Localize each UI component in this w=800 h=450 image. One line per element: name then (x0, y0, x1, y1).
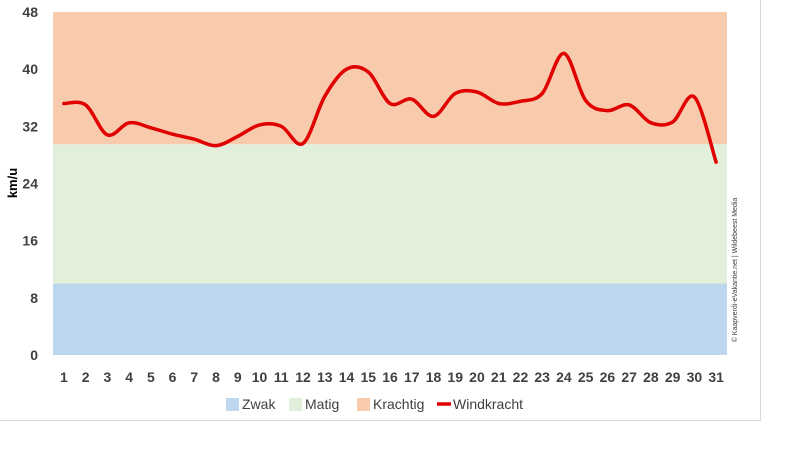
x-tick-label: 19 (447, 369, 463, 385)
data-point (214, 144, 218, 148)
data-point (692, 95, 696, 99)
data-point (540, 91, 544, 96)
legend-item-zwak: Zwak (226, 396, 276, 412)
data-point (344, 67, 349, 71)
x-tick-label: 23 (534, 369, 550, 385)
data-point (279, 124, 283, 128)
x-tick-label: 20 (469, 369, 485, 385)
legend: Zwak Matig Krachtig Windkracht (226, 396, 523, 412)
legend-swatch (289, 398, 302, 411)
data-point (236, 134, 240, 138)
y-tick-label: 8 (30, 290, 38, 306)
legend-item-krachtig: Krachtig (357, 396, 424, 412)
x-tick-label: 4 (125, 369, 133, 385)
x-tick-label: 9 (234, 369, 242, 385)
x-tick-label: 26 (600, 369, 616, 385)
data-point (605, 109, 610, 113)
data-point (431, 114, 436, 118)
y-axis-label: km/u (5, 168, 20, 198)
y-tick-label: 24 (22, 176, 38, 192)
data-point (453, 91, 457, 96)
x-tick-label: 8 (212, 369, 220, 385)
data-point (671, 120, 675, 124)
x-tick-label: 29 (665, 369, 681, 385)
data-point (649, 121, 653, 125)
chart-container: 0 8 16 24 32 40 48 1 2 3 4 5 6 7 8 9 10 11 12 13 14 15 16 17 18… (0, 0, 761, 421)
credit-text: © Kaapverdi-eVakantie.net | Wildebeest M… (731, 198, 739, 343)
x-tick-label: 31 (708, 369, 724, 385)
x-tick-label: 16 (382, 369, 398, 385)
x-tick-label: 5 (147, 369, 155, 385)
x-tick-label: 21 (491, 369, 507, 385)
data-point (627, 103, 631, 107)
x-tick-label: 22 (513, 369, 529, 385)
data-point (192, 137, 196, 141)
x-tick-label: 28 (643, 369, 659, 385)
series-layer (62, 51, 718, 164)
y-tick-label: 0 (30, 347, 38, 363)
band-zwak (53, 283, 727, 355)
x-tick-label: 30 (687, 369, 703, 385)
data-point (149, 126, 153, 130)
x-tick-label: 18 (426, 369, 442, 385)
data-point (714, 160, 718, 164)
data-point (84, 103, 88, 107)
x-axis-ticks: 1 2 3 4 5 6 7 8 9 10 11 12 13 14 15 16 17 18 19 20 21 22 23 24 2… (60, 369, 724, 385)
x-tick-label: 13 (317, 369, 333, 385)
x-tick-label: 6 (169, 369, 177, 385)
legend-swatch (357, 398, 370, 411)
legend-label: Windkracht (453, 396, 523, 412)
x-tick-label: 7 (190, 369, 198, 385)
data-point (410, 97, 414, 101)
x-tick-label: 27 (621, 369, 637, 385)
x-tick-label: 10 (252, 369, 268, 385)
x-tick-label: 2 (82, 369, 90, 385)
y-tick-label: 40 (22, 61, 38, 77)
x-tick-label: 12 (295, 369, 311, 385)
x-tick-label: 24 (556, 369, 572, 385)
bands-layer (53, 12, 727, 355)
data-point (62, 101, 66, 106)
data-point (170, 132, 175, 136)
data-point (388, 101, 392, 106)
legend-swatch (226, 398, 239, 411)
data-point (257, 123, 262, 127)
band-matig (53, 144, 727, 284)
x-tick-label: 17 (404, 369, 420, 385)
data-point (584, 99, 588, 103)
legend-item-windkracht: Windkracht (437, 396, 523, 412)
data-point (323, 94, 327, 98)
data-point (562, 51, 566, 56)
x-tick-label: 3 (103, 369, 111, 385)
legend-label: Krachtig (373, 396, 424, 412)
data-point (518, 99, 523, 103)
x-tick-label: 11 (274, 369, 289, 385)
x-tick-label: 25 (578, 369, 594, 385)
y-tick-label: 32 (22, 118, 38, 134)
legend-label: Matig (305, 396, 339, 412)
y-tick-label: 48 (22, 4, 38, 20)
band-krachtig (53, 12, 727, 145)
y-axis-ticks: 0 8 16 24 32 40 48 (22, 4, 38, 363)
y-tick-label: 16 (22, 233, 38, 249)
x-tick-label: 1 (60, 369, 68, 385)
data-point (105, 133, 109, 137)
data-point (497, 101, 501, 106)
x-tick-label: 15 (360, 369, 376, 385)
legend-item-matig: Matig (289, 396, 339, 412)
x-tick-label: 14 (339, 369, 355, 385)
data-point (127, 121, 131, 125)
data-point (366, 70, 370, 74)
data-point (475, 90, 479, 94)
legend-label: Zwak (242, 396, 276, 412)
data-point (301, 141, 305, 146)
